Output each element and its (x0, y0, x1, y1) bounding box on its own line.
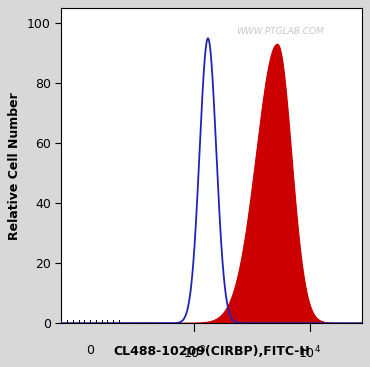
Text: $10^3$: $10^3$ (183, 344, 206, 361)
Y-axis label: Relative Cell Number: Relative Cell Number (9, 92, 21, 240)
Text: 0: 0 (86, 344, 94, 357)
Text: WWW.PTGLAB.COM: WWW.PTGLAB.COM (236, 27, 324, 36)
Text: $10^4$: $10^4$ (298, 344, 321, 361)
X-axis label: CL488-10209(CIRBP),FITC-H: CL488-10209(CIRBP),FITC-H (113, 345, 310, 359)
